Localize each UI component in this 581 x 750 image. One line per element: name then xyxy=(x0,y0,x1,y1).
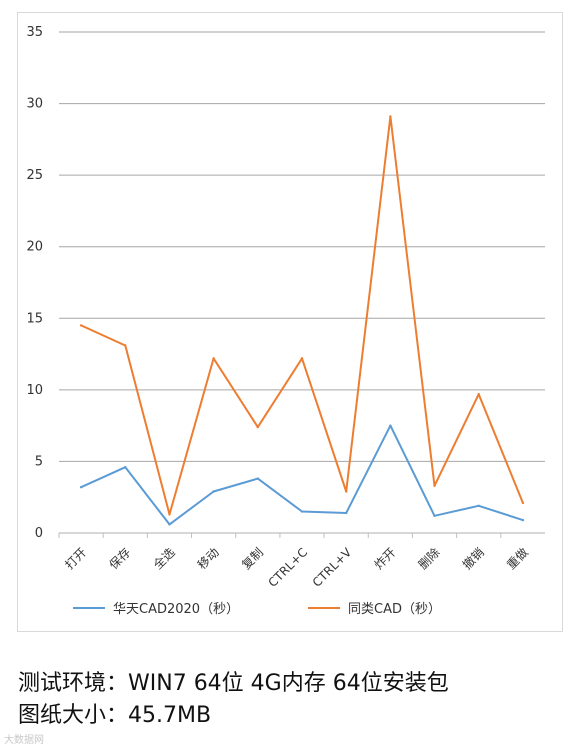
data-point xyxy=(168,523,171,526)
data-point xyxy=(300,357,304,360)
data-point xyxy=(389,424,392,427)
data-point xyxy=(477,392,480,396)
legend-label-1: 华天CAD2020（秒） xyxy=(113,602,239,617)
y-tick-label: 30 xyxy=(26,97,43,112)
data-point xyxy=(124,344,127,347)
legend-label-2: 同类CAD（秒） xyxy=(348,602,441,617)
data-point xyxy=(477,504,480,508)
data-point xyxy=(300,510,304,513)
x-tick-label: 打开 xyxy=(62,545,89,572)
caption-test-environment: 测试环境：WIN7 64位 4G内存 64位安装包 xyxy=(18,671,449,696)
caption: 测试环境：WIN7 64位 4G内存 64位安装包 图纸大小：45.7MB xyxy=(18,668,578,732)
data-point xyxy=(521,518,525,522)
line-chart: 0 5 10 15 20 25 30 35 打开 保存 全选 移动 复制 CTRL+C CTRL+V 炸开 删除… xyxy=(26,25,545,617)
data-point xyxy=(256,425,260,429)
x-tick-label: 删除 xyxy=(415,545,443,573)
data-point xyxy=(433,484,436,487)
y-tick-label: 25 xyxy=(26,168,43,183)
y-tick-label: 20 xyxy=(26,240,43,255)
data-point xyxy=(256,477,260,480)
y-tick-label: 0 xyxy=(35,526,43,541)
y-tick-label: 35 xyxy=(26,25,43,40)
x-tick-label: 全选 xyxy=(150,545,178,573)
data-point xyxy=(212,357,215,360)
x-tick-label: CTRL+C xyxy=(265,545,310,590)
x-tick-label: 复制 xyxy=(239,545,266,572)
watermark: 大数据网 xyxy=(4,735,44,746)
data-point xyxy=(433,514,436,518)
chart-frame: 0 5 10 15 20 25 30 35 打开 保存 全选 移动 复制 CTRL+C CTRL+V 炸开 删除… xyxy=(17,12,563,632)
x-tick-label: 重做 xyxy=(503,545,531,573)
x-tick-label: CTRL+V xyxy=(310,545,355,590)
data-point xyxy=(389,115,392,118)
series-line-2 xyxy=(80,115,524,516)
x-tick-label: 移动 xyxy=(195,545,222,572)
data-point xyxy=(212,490,215,493)
data-point xyxy=(344,511,348,515)
x-tick-label: 保存 xyxy=(107,545,134,572)
data-point xyxy=(344,490,348,493)
y-tick-label: 5 xyxy=(35,454,43,469)
caption-drawing-size: 图纸大小：45.7MB xyxy=(18,703,212,728)
data-point xyxy=(124,465,127,469)
y-tick-label: 15 xyxy=(26,311,43,326)
data-point xyxy=(168,513,171,516)
y-tick-label: 10 xyxy=(26,383,43,398)
data-point xyxy=(79,324,83,327)
data-point xyxy=(521,501,525,505)
x-tick-label: 撤销 xyxy=(459,545,487,573)
data-point xyxy=(79,485,83,489)
x-tick-label: 炸开 xyxy=(372,545,399,572)
